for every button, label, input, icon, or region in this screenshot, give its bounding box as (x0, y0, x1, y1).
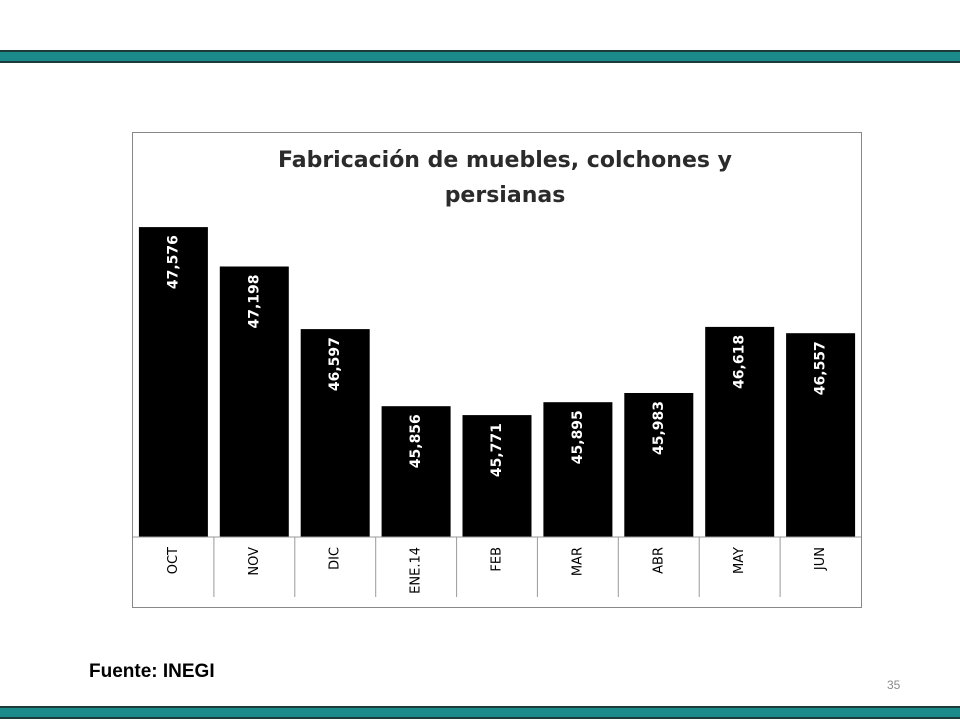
bar-mar (543, 402, 613, 537)
bar-value-label-mar: 45,895 (570, 410, 586, 464)
bar-feb (462, 415, 532, 537)
bar-value-label-abr: 45,983 (651, 401, 667, 455)
bottom-band (0, 706, 960, 719)
category-label-dic: DIC (328, 547, 343, 570)
category-label-oct: OCT (166, 547, 181, 574)
category-label-mar: MAR (570, 547, 585, 576)
chart-container: Fabricación de muebles, colchones y pers… (132, 132, 862, 608)
bar-value-label-feb: 45,771 (489, 423, 505, 477)
bar-dic (300, 329, 370, 537)
page-number: 35 (887, 678, 901, 692)
bar-abr (624, 393, 694, 537)
bar-value-label-may: 46,618 (732, 335, 748, 389)
bar-value-label-ene-14: 45,856 (408, 414, 424, 468)
bar-oct (138, 227, 208, 537)
bar-jun (786, 333, 856, 537)
chart-title-line-2: persianas (445, 183, 566, 208)
source-label: Fuente: INEGI (89, 661, 215, 682)
bar-ene-14 (381, 406, 451, 537)
category-label-nov: NOV (247, 547, 262, 576)
category-label-abr: ABR (651, 547, 666, 574)
top-band (0, 50, 960, 63)
category-label-ene-14: ENE.14 (409, 547, 424, 594)
bars-layer: 47,576 47,198 46,597 45,856 45,771 45,895 45,9… (138, 227, 856, 537)
bar-may (705, 326, 775, 537)
category-label-feb: FEB (490, 547, 505, 572)
chart-title-line-1: Fabricación de muebles, colchones y (278, 148, 732, 173)
category-label-jun: JUN (813, 547, 828, 571)
bar-value-label-dic: 46,597 (327, 337, 343, 391)
bar-chart: Fabricación de muebles, colchones y pers… (133, 148, 861, 597)
bar-value-label-oct: 47,576 (165, 235, 181, 289)
bar-nov (219, 266, 289, 537)
bar-value-label-nov: 47,198 (246, 275, 262, 329)
bar-value-label-jun: 46,557 (813, 341, 829, 395)
category-label-may: MAY (732, 547, 747, 574)
category-axis: OCT NOV DIC ENE.14 FEB MAR ABR MAY JUN (166, 537, 828, 597)
